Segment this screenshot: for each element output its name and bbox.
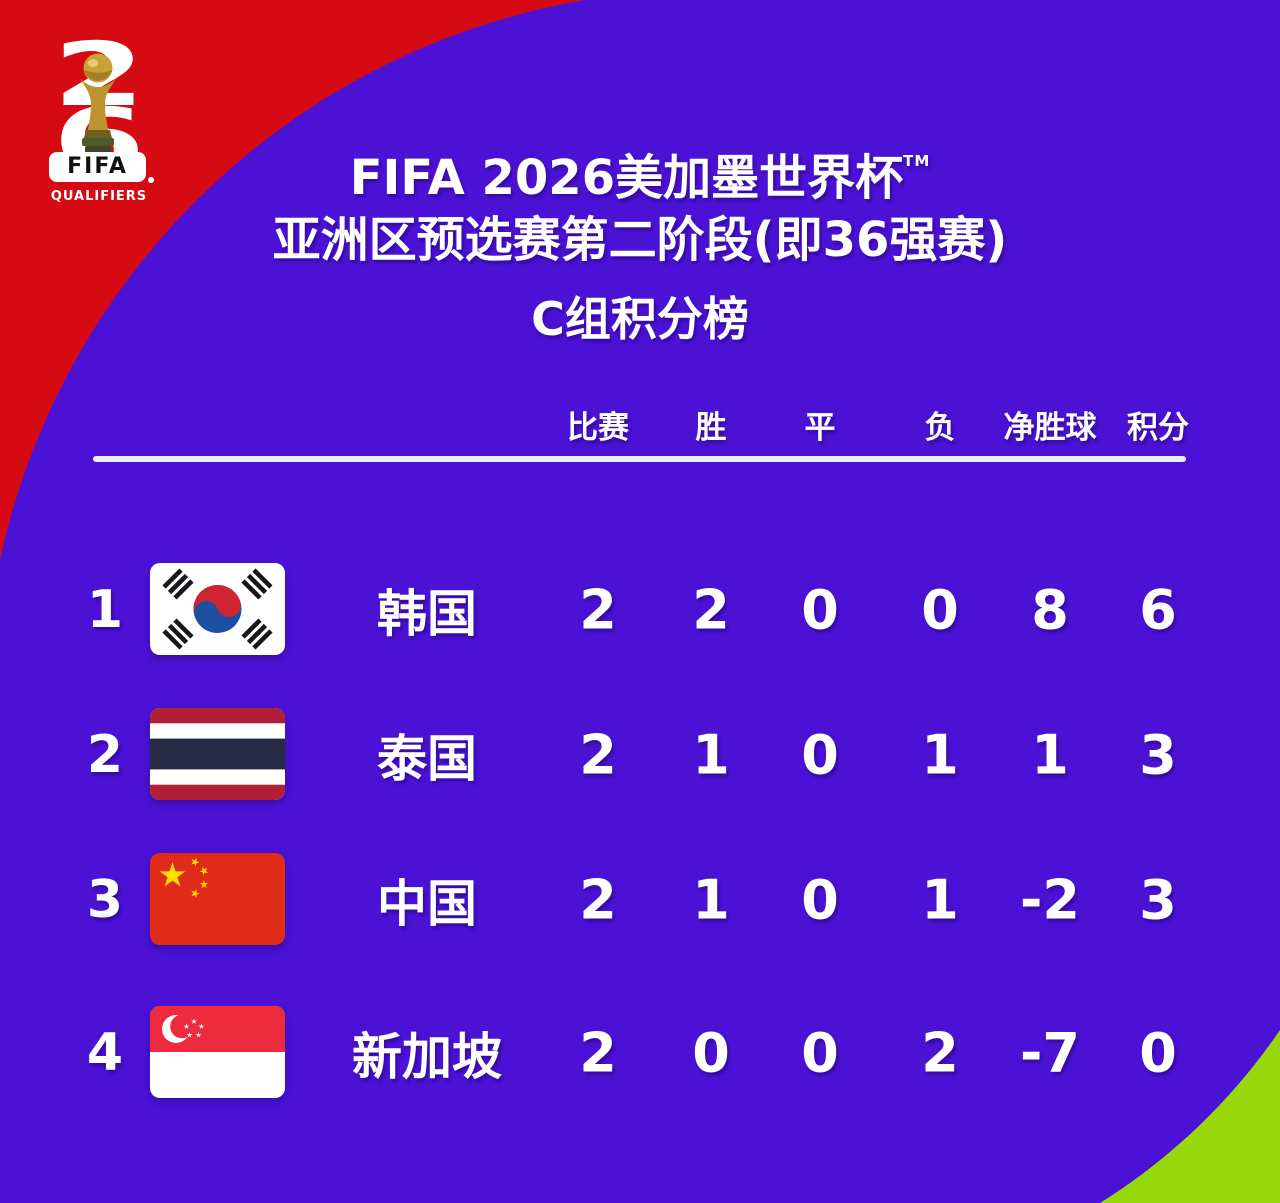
- stat-goal-difference: -7: [1020, 1021, 1080, 1085]
- stat-goal-difference: -2: [1020, 868, 1080, 932]
- stat-matches: 2: [579, 578, 617, 642]
- header-goal-difference: 净胜球: [1003, 410, 1097, 446]
- stat-wins: 1: [692, 868, 730, 932]
- rank-label: 1: [86, 580, 124, 640]
- header-matches: 比赛: [567, 410, 629, 446]
- stat-draws: 0: [801, 578, 839, 642]
- title-line1: FIFA 2026美加墨世界杯TM: [0, 130, 1280, 209]
- stat-losses: 2: [921, 1021, 959, 1085]
- stat-wins: 0: [692, 1021, 730, 1085]
- stat-matches: 2: [579, 868, 617, 932]
- team-name: 泰国: [377, 730, 477, 788]
- stat-points: 6: [1139, 578, 1177, 642]
- team-name: 新加坡: [352, 1028, 502, 1086]
- singapore-flag: [150, 1006, 285, 1098]
- stat-points: 0: [1139, 1021, 1177, 1085]
- fifa-26-qualifiers-logo: 2 6 FIFA QUALIFIERS: [46, 31, 154, 212]
- title-line2: 亚洲区预选赛第二阶段(即36强赛): [272, 212, 1008, 268]
- stat-draws: 0: [801, 723, 839, 787]
- stat-draws: 0: [801, 1021, 839, 1085]
- green-corner-shape: [1100, 1030, 1280, 1203]
- stat-points: 3: [1139, 723, 1177, 787]
- team-name: 中国: [377, 875, 477, 933]
- south-korea-flag: [150, 563, 285, 655]
- rank-label: 2: [86, 725, 124, 785]
- stat-points: 3: [1139, 868, 1177, 932]
- title-block: FIFA 2026美加墨世界杯TM 亚洲区预选赛第二阶段(即36强赛): [0, 130, 1280, 271]
- stat-losses: 1: [921, 868, 959, 932]
- stat-matches: 2: [579, 1021, 617, 1085]
- header-divider-line: [93, 456, 1186, 462]
- table-row: 2 泰国 2 1 0 1 1 3: [0, 706, 1280, 804]
- rank-label: 4: [86, 1023, 124, 1083]
- stat-goal-difference: 1: [1031, 723, 1069, 787]
- team-name: 韩国: [377, 585, 477, 643]
- table-row: 3 中国 2 1 0 1 -2 3: [0, 851, 1280, 949]
- stat-goal-difference: 8: [1031, 578, 1069, 642]
- header-draws: 平: [804, 410, 836, 446]
- qualifiers-label: QUALIFIERS: [50, 189, 148, 204]
- stat-draws: 0: [801, 868, 839, 932]
- table-row: 4 新加坡 2 0 0 2 -7 0: [0, 1004, 1280, 1102]
- red-corner-shape: [0, 0, 585, 560]
- world-cup-trophy-icon: [80, 53, 116, 153]
- trademark-mark: TM: [903, 152, 931, 170]
- china-flag: [150, 853, 285, 945]
- stat-wins: 2: [692, 578, 730, 642]
- stat-losses: 0: [921, 578, 959, 642]
- table-row: 1: [0, 561, 1280, 659]
- header-wins: 胜: [695, 410, 727, 446]
- stat-wins: 1: [692, 723, 730, 787]
- stat-losses: 1: [921, 723, 959, 787]
- title-line1-text: FIFA 2026美加墨世界杯: [349, 150, 904, 206]
- header-losses: 负: [924, 410, 956, 446]
- stat-matches: 2: [579, 723, 617, 787]
- fifa-wordmark: FIFA: [49, 152, 146, 182]
- header-points: 积分: [1127, 410, 1189, 446]
- fifa-logo-dot: [148, 177, 154, 183]
- thailand-flag: [150, 708, 285, 800]
- rank-label: 3: [86, 870, 124, 930]
- group-subtitle: C组积分榜: [531, 292, 749, 346]
